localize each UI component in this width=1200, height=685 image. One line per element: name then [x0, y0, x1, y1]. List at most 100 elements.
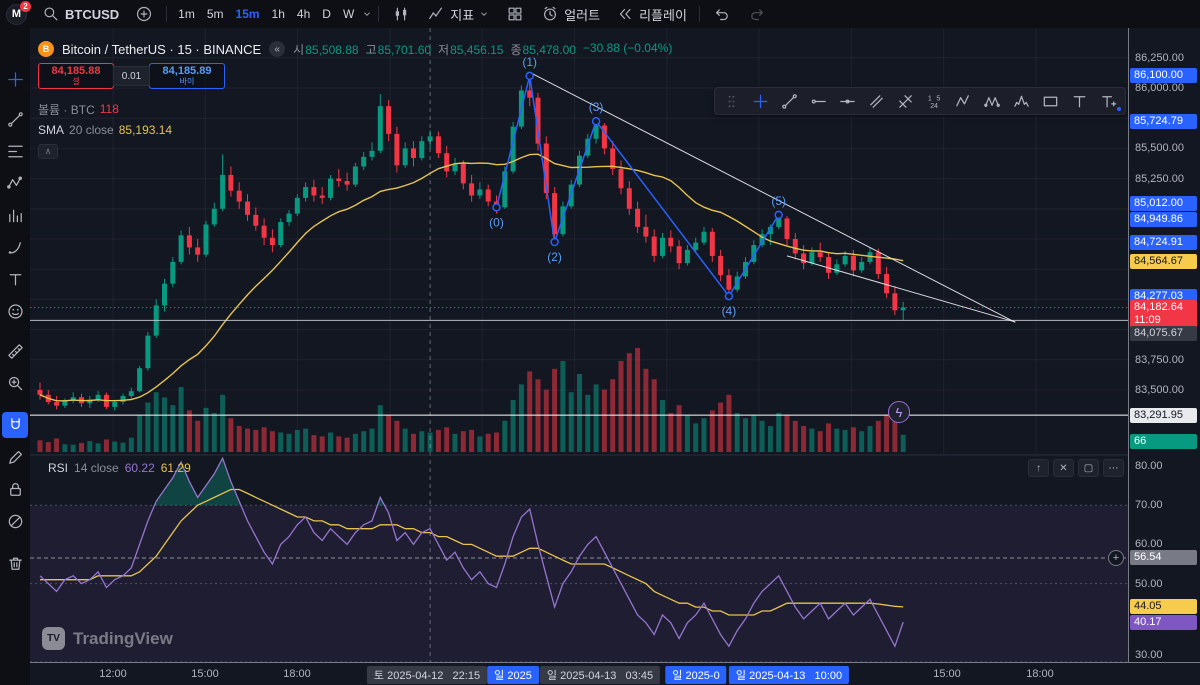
watermark-text: TradingView — [73, 628, 173, 648]
symbol-search-text: BTCUSD — [65, 6, 120, 22]
user-menu-avatar[interactable]: M 2 — [6, 0, 31, 25]
time-tick: 18:00 — [283, 668, 311, 680]
time-drawing-label: 일 2025-04-13 03:45 — [539, 666, 661, 684]
interval-1h[interactable]: 1h — [271, 7, 285, 21]
chart-type-button[interactable] — [384, 2, 418, 26]
sidebar-zoom-tool[interactable] — [2, 370, 28, 396]
drawing-tools-sidebar — [0, 28, 30, 685]
undo-button[interactable] — [705, 2, 739, 26]
low-value: 85,456.15 — [450, 42, 504, 57]
alert-label: 얼러트 — [564, 7, 601, 23]
pane-delete-button[interactable]: ✕ — [1053, 459, 1074, 477]
indicators-button[interactable]: 지표 — [419, 2, 497, 26]
quantity-field[interactable]: 0.01 — [113, 66, 150, 86]
symbol-title[interactable]: Bitcoin / TetherUS · 15 · BINANCE — [62, 41, 262, 57]
elliott-wave-drawing[interactable]: (0) (1) (2) (3) (4) (5) — [489, 55, 786, 318]
sidebar-trend-line-tool[interactable] — [2, 106, 28, 132]
compare-add-button[interactable] — [127, 2, 161, 26]
trendline-drawing[interactable] — [786, 255, 1016, 323]
grid-icon — [505, 4, 525, 24]
sidebar-wave-pattern-tool[interactable] — [2, 170, 28, 196]
sidebar-lock-tool[interactable] — [2, 476, 28, 502]
price-tick: 83,750.00 — [1135, 353, 1184, 366]
toolbar-parallel-channel-tool[interactable] — [862, 89, 891, 113]
rsi-level-add-button[interactable]: + — [1108, 550, 1124, 566]
sidebar-delete-tool[interactable] — [2, 550, 28, 576]
candles-icon — [391, 4, 411, 24]
sidebar-emoji-tool[interactable] — [2, 298, 28, 324]
pane-move-up-button[interactable]: ↑ — [1028, 459, 1049, 477]
sidebar-brush-tool[interactable] — [2, 234, 28, 260]
interval-W[interactable]: W — [342, 7, 355, 21]
sidebar-magnet-tool[interactable] — [2, 412, 28, 438]
close-value: 85,478.00 — [522, 42, 576, 57]
rsi-legend[interactable]: RSI 14 close 60.22 61.29 — [48, 461, 191, 475]
price-tick: 85,250.00 — [1135, 172, 1184, 185]
price-tag-blue: 84,949.86 — [1130, 212, 1197, 228]
sidebar-forecast-tool[interactable] — [2, 202, 28, 228]
buy-price: 84,185.89 — [162, 65, 212, 78]
layout-grid-button[interactable] — [498, 2, 532, 26]
price-tag-blue: 85,724.79 — [1130, 113, 1197, 129]
toolbar-rectangle-tool[interactable] — [1036, 89, 1065, 113]
pane-more-button[interactable]: ⋯ — [1103, 459, 1124, 477]
alert-button[interactable]: 얼러트 — [533, 2, 607, 26]
sidebar-text-tool[interactable] — [2, 266, 28, 292]
rsi-value: 60.22 — [124, 461, 155, 475]
toolbar-zigzag-tool[interactable] — [949, 89, 978, 113]
toolbar-xabcd-pattern-tool[interactable] — [978, 89, 1007, 113]
toolbar-pitchfork-tool[interactable] — [891, 89, 920, 113]
quick-trade-lightning-button[interactable]: ϟ — [888, 401, 910, 423]
volume-legend[interactable]: 볼륨 · BTC 118 — [38, 101, 672, 117]
toolbar-head-shoulders-tool[interactable] — [1007, 89, 1036, 113]
interval-D[interactable]: D — [322, 7, 331, 21]
sidebar-cursor-cross-tool[interactable] — [2, 66, 28, 92]
time-axis[interactable]: 12:00 15:00 18:00 15:00 18:00 토 2025-04-12 22… — [30, 662, 1200, 685]
interval-5m[interactable]: 5m — [206, 7, 224, 21]
svg-text:4: 4 — [934, 102, 938, 110]
volume-value: 118 — [99, 102, 119, 116]
sell-button[interactable]: 84,185.88 셀 — [38, 63, 114, 89]
wave-label: (0) — [489, 215, 504, 229]
wave-label: (5) — [771, 194, 786, 208]
sma-params: 20 close — [69, 123, 114, 137]
toolbar-horizontal-ray-tool[interactable] — [804, 89, 833, 113]
price-tick: 83,500.00 — [1135, 383, 1184, 396]
toolbar-horizontal-line-tool[interactable] — [833, 89, 862, 113]
toolbar-cross-tool[interactable] — [746, 89, 775, 113]
redo-button[interactable] — [740, 2, 774, 26]
jump-back-button[interactable]: « — [269, 41, 286, 57]
sidebar-measure-tool[interactable] — [2, 338, 28, 364]
legend-collapse-button[interactable]: ∧ — [38, 144, 58, 159]
toolbar-separator — [698, 6, 700, 22]
trendline-drawing[interactable] — [529, 71, 1016, 323]
sma-legend[interactable]: SMA 20 close 85,193.14 — [38, 122, 672, 138]
buy-button[interactable]: 84,185.89 바이 — [149, 63, 225, 89]
toolbar-text-tool[interactable] — [1065, 89, 1094, 113]
interval-15m[interactable]: 15m — [235, 7, 260, 21]
chevron-down-icon — [478, 4, 490, 24]
sidebar-draw-tool[interactable] — [2, 444, 28, 470]
interval-1m[interactable]: 1m — [178, 7, 195, 21]
pane-maximize-button[interactable]: ▢ — [1078, 459, 1099, 477]
symbol-row: B Bitcoin / TetherUS · 15 · BINANCE « 시8… — [38, 40, 672, 58]
sidebar-hide-drawings-tool[interactable] — [2, 508, 28, 534]
price-axis[interactable]: 86,250.00 86,000.00 85,500.00 85,250.00 83,7… — [1128, 28, 1200, 662]
toolbar-anchored-text-tool[interactable] — [1094, 89, 1123, 113]
toolbar-trend-line-tool[interactable] — [775, 89, 804, 113]
toolbar-drag-handle[interactable] — [717, 89, 746, 113]
replay-button[interactable]: 리플레이 — [608, 2, 694, 26]
tradingview-logo-icon: TV — [42, 627, 65, 650]
redo-icon — [747, 4, 767, 24]
rsi-ma-value: 61.29 — [160, 461, 191, 475]
price-tag-blue: 86,100.00 — [1130, 68, 1197, 84]
sidebar-fib-retracement-tool[interactable] — [2, 138, 28, 164]
price-tag-yellow: 84,564.67 — [1130, 253, 1197, 269]
symbol-search-button[interactable]: BTCUSD — [34, 2, 126, 26]
rsi-tick: 50.00 — [1135, 577, 1163, 590]
sma-line — [39, 153, 904, 402]
price-tick: 85,500.00 — [1135, 142, 1184, 155]
chevron-down-icon[interactable] — [361, 4, 373, 24]
interval-4h[interactable]: 4h — [296, 7, 311, 21]
